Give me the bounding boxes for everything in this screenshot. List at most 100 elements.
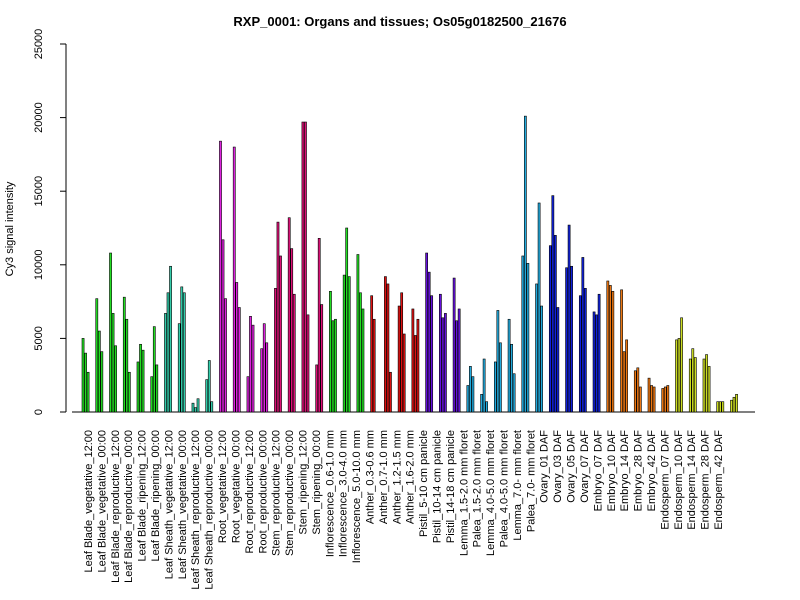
bar (675, 339, 678, 413)
bar (581, 257, 585, 413)
bar (661, 388, 665, 413)
x-tick-label: Stem_ripening_00:00 (311, 430, 323, 535)
bar (716, 401, 720, 413)
bar (705, 354, 708, 413)
bar (86, 371, 90, 413)
x-tick-label: Root_vegetative_00:00 (230, 430, 242, 543)
bar (457, 308, 461, 413)
bar (262, 323, 266, 413)
bar (677, 338, 681, 413)
bar (718, 401, 722, 413)
bar (191, 402, 195, 413)
bar (430, 295, 434, 413)
x-tick-label: Palea_4.0-5.0 mm floret (499, 430, 511, 547)
bar (141, 349, 145, 413)
x-tick-label: Lemma_1.5-2.0 mm floret (458, 430, 470, 556)
bar (111, 313, 115, 413)
bar (207, 360, 211, 413)
bar (452, 277, 456, 413)
bar (237, 307, 241, 413)
x-tick-label: Endosperm_10 DAF (673, 430, 685, 530)
bar (592, 311, 596, 413)
bar (663, 386, 667, 413)
bar (411, 308, 415, 413)
bar (636, 367, 640, 413)
x-tick-label: Pistil_5-10 cm panicle (418, 430, 430, 537)
y-tick-label: 15000 (33, 176, 45, 207)
bar (650, 385, 653, 413)
bar (680, 317, 683, 413)
bar (548, 245, 552, 413)
bar (122, 296, 126, 413)
x-tick-label: Embryo_14 DAF (619, 430, 631, 512)
x-tick-label: Endosperm_28 DAF (700, 430, 712, 530)
bar (441, 317, 445, 413)
bar (480, 394, 483, 413)
bar (455, 320, 458, 413)
bar (732, 396, 736, 413)
bar (100, 351, 104, 413)
bar (136, 361, 140, 413)
y-tick-label: 5000 (33, 326, 45, 350)
bar (109, 252, 112, 413)
y-axis: 0 5000 10000 15000 20000 25000 (33, 29, 67, 415)
x-tick-label: Anther_0.3-0.6 mm (365, 430, 377, 524)
bar (221, 239, 225, 413)
x-tick-label: Lemma_7.0- mm floret (512, 430, 524, 541)
bar (196, 398, 200, 413)
bar (361, 308, 365, 413)
bar (251, 324, 255, 413)
bar (182, 292, 186, 413)
x-tick-label: Ovary_03 DAF (552, 430, 564, 503)
x-tick-label: Leaf Sheath_vegetative_12:00 (163, 430, 175, 579)
bar (647, 377, 651, 413)
bar (84, 352, 87, 413)
bar (301, 121, 305, 413)
bar (260, 348, 264, 413)
bar (317, 238, 321, 413)
x-tick-label: Stem_reproductive_00:00 (284, 430, 296, 556)
x-tick-label: Embryo_28 DAF (633, 430, 645, 512)
bar (540, 305, 543, 413)
x-tick-labels: Leaf Blade_vegetative_12:00 Leaf Blade_ve… (83, 430, 725, 590)
bar (414, 335, 417, 413)
bar (177, 323, 181, 413)
y-tick-label: 20000 (33, 102, 45, 133)
bar (169, 265, 172, 413)
bar (114, 345, 117, 413)
bar (652, 386, 656, 413)
bar (306, 314, 310, 413)
bar (565, 267, 568, 413)
bar (166, 292, 170, 413)
x-tick-label: Inflorescence_3.0-4.0 mm (338, 430, 350, 557)
bar (155, 364, 159, 413)
bar (194, 407, 197, 413)
bar (556, 307, 560, 413)
bar (482, 358, 486, 413)
bar (702, 358, 706, 413)
x-tick-label: Stem_ripening_12:00 (298, 430, 310, 535)
bar (499, 342, 502, 413)
bar (523, 115, 527, 413)
bar (331, 320, 335, 413)
bar (688, 358, 692, 413)
bar (554, 235, 557, 413)
bar (584, 288, 587, 413)
x-tick-label: Inflorescence_5.0-10.0 mm (351, 430, 363, 563)
bar (693, 357, 697, 413)
bar (707, 366, 711, 413)
bars (81, 115, 738, 413)
x-tick-label: Root_reproductive_00:00 (257, 430, 269, 554)
x-tick-label: Embryo_10 DAF (606, 430, 618, 512)
x-tick-label: Stem_reproductive_12:00 (271, 430, 283, 556)
bar (287, 217, 291, 413)
bar (570, 265, 573, 413)
x-tick-label: Ovary_07 DAF (579, 430, 591, 503)
x-tick-label: Inflorescence_0.6-1.0 mm (324, 430, 336, 557)
x-tick-label: Endosperm_14 DAF (686, 430, 698, 530)
chart-title: RXP_0001: Organs and tissues; Os05g01825… (233, 14, 566, 29)
x-tick-label: Leaf Blade_vegetative_12:00 (83, 430, 95, 573)
y-tick-label: 0 (33, 409, 45, 415)
bar (347, 276, 351, 413)
